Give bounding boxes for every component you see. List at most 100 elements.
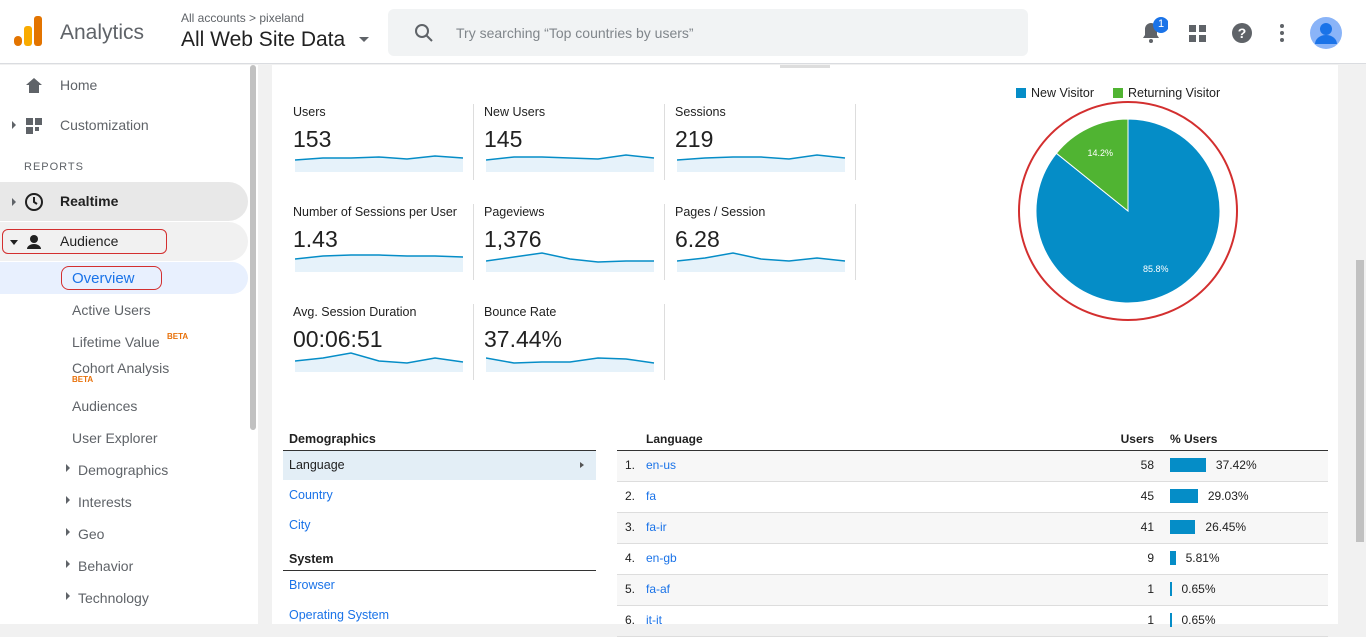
expand-arrow [66,560,70,568]
search-box[interactable]: Try searching “Top countries by users” [388,9,1028,56]
sparkline [677,252,846,272]
rank: 2. [625,489,636,503]
annotation-box [61,266,162,290]
apps-icon[interactable] [1189,25,1207,43]
rank: 4. [625,551,636,565]
row-bg [617,451,1328,481]
scroll-thumb[interactable] [1356,260,1364,542]
dimension-link[interactable]: Browser [289,578,335,592]
metric-divider [473,204,474,280]
nav-item[interactable]: Audience [60,233,119,249]
section-title: System [289,552,334,566]
pct-bar [1170,520,1196,534]
pct-label: 0.65% [1181,613,1216,627]
expand-arrow [12,121,16,129]
pct-label: 29.03% [1207,489,1249,503]
nav-icon [26,78,42,93]
audience-highlight [0,222,248,261]
pct-bar [1170,613,1172,627]
logo [14,16,42,46]
legend-swatch [1016,88,1026,98]
language-link[interactable]: fa-af [646,582,671,596]
expand-arrow [66,496,70,504]
more-icon[interactable] [1278,24,1286,42]
pct-bar [1170,582,1172,596]
help-icon[interactable]: ? [1231,22,1253,44]
sparkline [295,352,464,372]
metric-label: Sessions [675,105,726,119]
language-link[interactable]: fa-ir [646,520,667,534]
nav-item[interactable]: User Explorer [72,430,158,446]
metric-label: Users [293,105,326,119]
metric-divider [664,204,665,280]
dimension-link[interactable]: Country [289,488,333,502]
language-link[interactable]: en-gb [646,551,677,565]
nav-item[interactable]: Geo [78,526,105,542]
metric-value: 1,376 [484,226,542,252]
nav-item[interactable]: Customization [60,117,149,133]
handle [780,65,830,68]
nav-item[interactable]: Realtime [60,193,119,209]
metric-label: Avg. Session Duration [293,305,417,319]
selected-row [283,451,596,480]
nav-item[interactable]: Overview [72,270,135,287]
expand-arrow [66,528,70,536]
sidebar: Home Customization REPORTS Realtime Audience… [0,65,258,624]
pct-label: 5.81% [1185,551,1220,565]
metric-divider [664,104,665,180]
metric-divider [855,104,856,180]
users: 1 [1147,613,1154,627]
pct-label: 37.42% [1215,458,1257,472]
row-divider [617,543,1328,544]
svg-text:?: ? [1238,25,1247,41]
divider [283,570,596,571]
notifications-icon[interactable] [1138,16,1168,46]
section-title: Demographics [289,432,376,446]
nav-item[interactable]: Audiences [72,398,138,414]
search-icon [415,24,433,42]
nav-item[interactable]: Lifetime Value [72,334,160,350]
breadcrumb[interactable]: All accounts > pixeland [181,11,305,25]
language-link[interactable]: en-us [646,458,677,472]
row-divider [617,574,1328,575]
metric-value: 1.43 [293,226,338,252]
sparkline [677,154,846,172]
beta-badge: BETA [72,375,94,384]
dimension-link[interactable]: City [289,518,311,532]
pct-label: 0.65% [1181,582,1216,596]
pct-bar [1170,489,1198,503]
search-placeholder: Try searching “Top countries by users” [456,25,694,41]
sparkline [486,154,655,172]
language-link[interactable]: fa [646,489,657,503]
pct-label: 26.45% [1205,520,1247,534]
nav-item[interactable]: Behavior [78,558,134,574]
nav-item[interactable]: Demographics [78,462,169,478]
nav-item[interactable]: Active Users [72,302,151,318]
pie-chart: New Visitor Returning Visitor 85.8% 14.2% [1016,86,1238,321]
metric-value: 219 [675,126,714,152]
scrollbar[interactable] [250,65,256,430]
row-divider [617,512,1328,513]
dimension-link[interactable]: Language [289,458,345,472]
avatar[interactable] [1309,16,1343,50]
nav-item[interactable]: Cohort Analysis [72,360,170,376]
expand-arrow [10,240,18,245]
expand-arrow [12,198,16,206]
rank: 6. [625,613,636,627]
nav-item[interactable]: Home [60,77,98,93]
nav-icon [25,193,43,211]
page-scrollbar[interactable] [1354,65,1366,624]
legend-swatch [1113,88,1123,98]
view-selector[interactable]: All Web Site Data [181,28,346,51]
users: 45 [1140,489,1154,503]
nav-item[interactable]: Technology [78,590,149,606]
nav-item[interactable]: Interests [78,494,132,510]
pct-bar [1170,551,1176,565]
metric-value: 37.44% [484,326,563,352]
row-divider [617,605,1328,606]
users: 1 [1147,582,1154,596]
metric-divider [855,204,856,280]
language-link[interactable]: it-it [646,613,662,627]
dimension-link[interactable]: Operating System [289,608,390,622]
